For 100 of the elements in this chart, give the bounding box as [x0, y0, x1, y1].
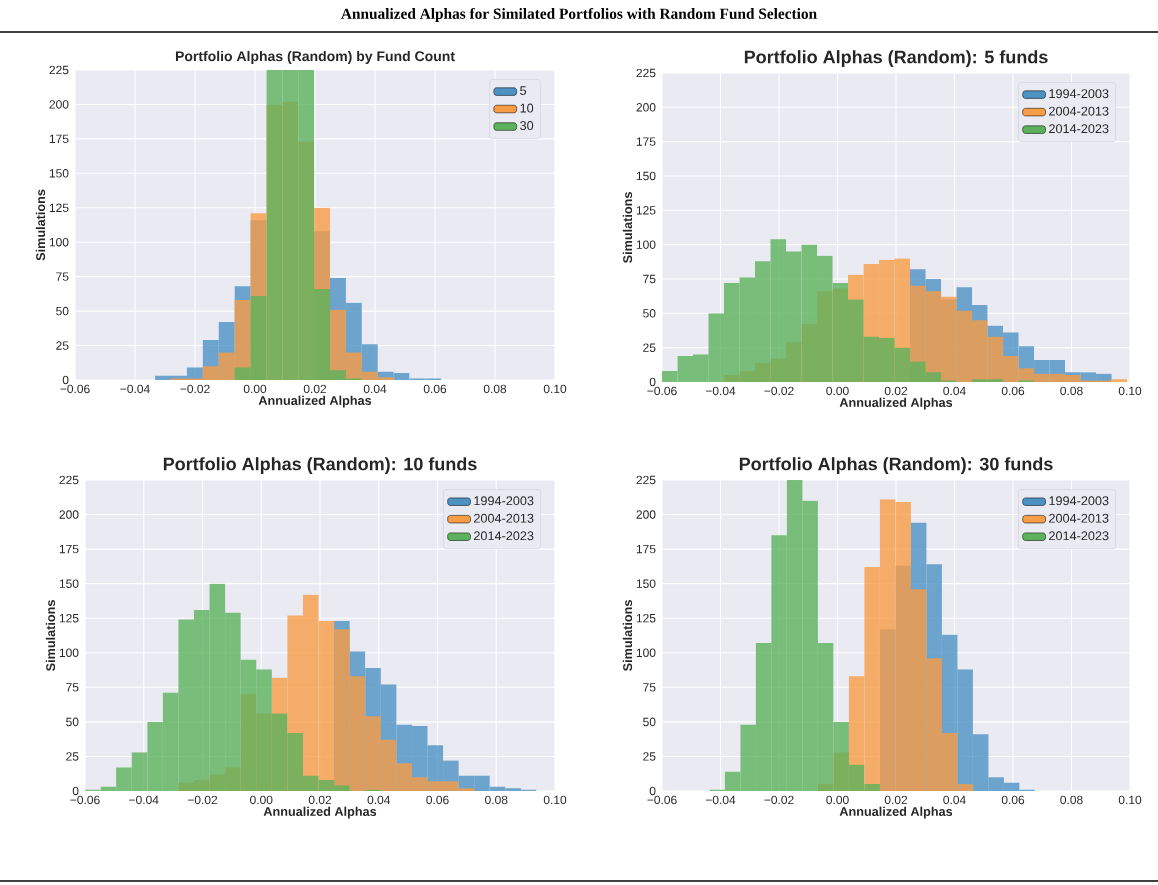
y-tick-label: 0 — [649, 786, 656, 796]
x-tick-label: 0.04 — [367, 795, 391, 805]
y-tick-label: 50 — [643, 309, 656, 318]
x-tick-label: 0.10 — [543, 795, 567, 805]
y-tick-label: 225 — [59, 475, 79, 485]
y-tick-label: 125 — [636, 613, 656, 623]
x-tick-label: 0.02 — [308, 795, 332, 805]
y-tick-label: 175 — [49, 134, 69, 144]
x-tick-label: 0.08 — [483, 384, 507, 394]
x-tick-label: −0.06 — [647, 795, 677, 805]
y-tick-label: 50 — [643, 717, 656, 727]
x-tick-label: 0.04 — [943, 795, 966, 805]
x-tick-label: 0.08 — [485, 795, 508, 805]
x-axis-title: Annualized Alphas — [839, 397, 953, 410]
y-tick-label: 200 — [636, 510, 656, 519]
y-tick-label: 125 — [49, 203, 69, 213]
x-tick-label: 0.10 — [1118, 795, 1142, 805]
legend-label: 2014-2023 — [1049, 124, 1109, 134]
y-tick-label: 25 — [56, 341, 69, 350]
y-tick-label: 0 — [62, 375, 69, 385]
x-tick-label: 0.02 — [884, 386, 908, 396]
y-tick-label: 75 — [56, 272, 69, 281]
x-tick-label: 0.08 — [1060, 386, 1083, 396]
y-axis-title: Simulations — [35, 189, 46, 261]
y-tick-label: 0 — [72, 786, 79, 796]
y-tick-label: 225 — [49, 65, 69, 75]
y-tick-label: 100 — [59, 648, 79, 658]
y-tick-label: 175 — [59, 544, 79, 554]
y-tick-label: 25 — [643, 752, 656, 761]
x-tick-label: 0.06 — [426, 795, 449, 805]
x-tick-label: −0.02 — [764, 386, 794, 396]
legend-label: 2014-2023 — [474, 531, 534, 541]
x-tick-label: 0.00 — [243, 384, 267, 394]
x-tick-label: 0.10 — [1118, 386, 1142, 396]
y-tick-label: 50 — [66, 717, 79, 727]
x-tick-label: 0.00 — [826, 386, 849, 396]
y-tick-label: 100 — [49, 237, 69, 247]
x-tick-label: 0.04 — [943, 386, 966, 396]
chart-title: Portfolio Alphas (Random): 10 funds — [163, 457, 477, 474]
y-tick-label: 200 — [59, 510, 79, 519]
legend-label: 2004-2013 — [1049, 513, 1109, 523]
x-tick-label: −0.02 — [187, 795, 218, 805]
x-axis-title: Annualized Alphas — [258, 395, 372, 408]
x-axis-title: Annualized Alphas — [839, 806, 953, 819]
y-tick-label: 100 — [636, 240, 656, 249]
y-tick-label: 100 — [636, 648, 656, 658]
y-tick-label: 125 — [59, 613, 79, 623]
x-tick-label: −0.04 — [120, 384, 150, 394]
x-tick-label: −0.06 — [647, 386, 677, 396]
y-tick-label: 175 — [636, 544, 656, 554]
y-tick-label: 0 — [649, 377, 656, 387]
x-axis-title: Annualized Alphas — [263, 806, 377, 819]
chart-title: Portfolio Alphas (Random): 30 funds — [739, 457, 1053, 474]
x-tick-label: 0.00 — [826, 795, 849, 805]
y-tick-label: 175 — [636, 137, 656, 146]
y-tick-label: 125 — [636, 206, 656, 215]
x-tick-label: 0.02 — [884, 795, 908, 805]
text: Annualized Alphas for Similated Portfolios with Random Fund Selection — [341, 7, 817, 23]
x-tick-label: −0.02 — [180, 384, 210, 394]
y-tick-label: 225 — [636, 68, 656, 78]
y-tick-label: 150 — [49, 169, 69, 178]
legend-label: 30 — [520, 121, 534, 131]
legend-label: 1994-2003 — [474, 496, 534, 506]
legend-label: 10 — [520, 103, 534, 113]
x-tick-label: 0.08 — [1060, 795, 1083, 805]
y-tick-label: 150 — [636, 579, 656, 588]
legend-label: 5 — [520, 86, 527, 96]
x-tick-label: 0.10 — [543, 384, 567, 394]
x-tick-label: −0.02 — [764, 795, 794, 805]
x-tick-label: −0.04 — [705, 386, 736, 396]
y-tick-label: 200 — [636, 103, 656, 112]
legend-label: 2004-2013 — [1049, 106, 1109, 116]
y-tick-label: 150 — [636, 171, 656, 181]
x-tick-label: 0.02 — [303, 384, 327, 394]
y-tick-label: 225 — [636, 475, 656, 485]
x-tick-label: 0.06 — [1001, 795, 1025, 805]
y-tick-label: 75 — [66, 683, 79, 692]
y-axis-title: Simulations — [622, 600, 633, 672]
x-tick-label: −0.06 — [70, 795, 100, 805]
y-tick-label: 25 — [643, 343, 656, 352]
legend-label: 2004-2013 — [474, 513, 534, 523]
chart-title: Portfolio Alphas (Random): 5 funds — [744, 50, 1048, 67]
y-tick-label: 75 — [643, 683, 656, 692]
y-axis-title: Simulations — [45, 600, 56, 672]
x-tick-label: −0.04 — [705, 795, 736, 805]
legend-label: 2014-2023 — [1049, 531, 1109, 541]
legend-label: 1994-2003 — [1049, 496, 1109, 506]
legend-label: 1994-2003 — [1049, 89, 1109, 99]
y-tick-label: 150 — [59, 579, 79, 588]
x-tick-label: 0.04 — [363, 384, 387, 394]
x-tick-label: 0.06 — [423, 384, 447, 394]
y-tick-label: 50 — [56, 306, 69, 316]
x-tick-label: 0.00 — [250, 795, 273, 805]
y-tick-label: 25 — [66, 752, 79, 761]
x-tick-label: 0.06 — [1001, 386, 1025, 396]
y-axis-title: Simulations — [622, 192, 633, 264]
chart-title: Portfolio Alphas (Random) by Fund Count — [175, 50, 455, 64]
y-tick-label: 200 — [49, 100, 69, 109]
y-tick-label: 75 — [643, 274, 656, 284]
x-tick-label: −0.06 — [60, 384, 90, 394]
